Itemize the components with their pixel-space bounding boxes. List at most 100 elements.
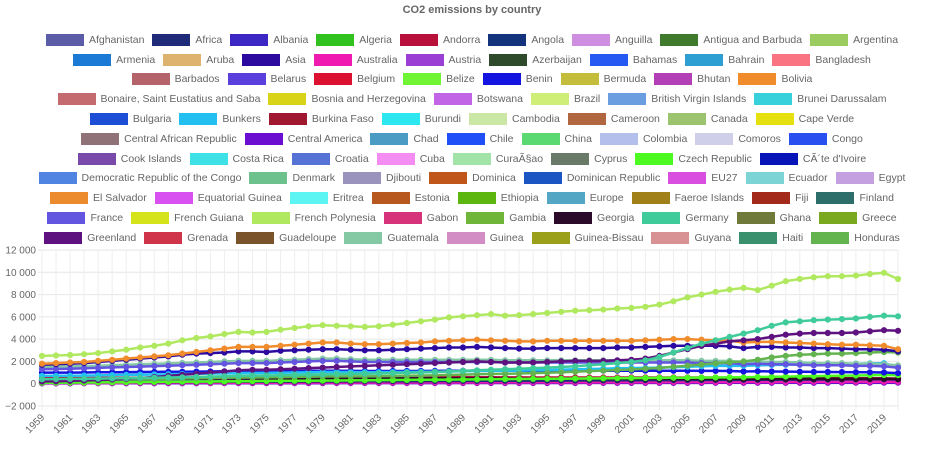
legend-item[interactable]: EU27 <box>668 172 738 185</box>
legend-item[interactable]: Bunkers <box>179 113 261 126</box>
legend-item[interactable]: Bosnia and Herzegovina <box>268 93 426 106</box>
legend-item[interactable]: Eritrea <box>289 192 364 205</box>
legend-item[interactable]: Guatemala <box>344 231 439 244</box>
legend-item[interactable]: Germany <box>642 212 729 225</box>
legend-item[interactable]: Benin <box>482 73 553 86</box>
legend-item[interactable]: Canada <box>667 113 748 126</box>
legend-item[interactable]: Greenland <box>44 231 136 244</box>
legend-item[interactable]: Angola <box>488 33 564 46</box>
legend-item[interactable]: Chad <box>370 132 439 145</box>
legend-item[interactable]: Fiji <box>752 192 808 205</box>
data-point <box>52 360 60 367</box>
legend-item[interactable]: British Virgin Islands <box>608 93 746 106</box>
legend-item[interactable]: Argentina <box>810 33 898 46</box>
legend-item[interactable]: Central America <box>244 132 362 145</box>
legend-item[interactable]: Australia <box>313 53 398 66</box>
legend-item[interactable]: Guyana <box>651 231 731 244</box>
legend-item[interactable]: Belize <box>403 73 475 86</box>
legend-item[interactable]: Belgium <box>314 73 395 86</box>
legend-item[interactable]: Aruba <box>163 53 234 66</box>
legend-item[interactable]: Cape Verde <box>755 113 854 126</box>
legend-item[interactable]: Ecuador <box>745 172 828 185</box>
legend-item[interactable]: Congo <box>788 132 863 145</box>
legend-item[interactable]: El Salvador <box>50 192 147 205</box>
legend-item[interactable]: French Polynesia <box>251 212 376 225</box>
legend-item[interactable]: Georgia <box>554 212 634 225</box>
legend-item[interactable]: Cuba <box>376 152 445 165</box>
legend-item[interactable]: Bangladesh <box>772 53 871 66</box>
legend-item[interactable]: Guinea <box>446 231 524 244</box>
x-tick-label: 1971 <box>192 412 216 436</box>
legend-item[interactable]: Bulgaria <box>89 113 171 126</box>
legend-item[interactable]: Afghanistan <box>45 33 144 46</box>
legend-item[interactable]: Greece <box>819 212 897 225</box>
legend-item[interactable]: Bhutan <box>654 73 730 86</box>
legend-label: Cyprus <box>594 152 628 165</box>
legend-item[interactable]: Croatia <box>291 152 369 165</box>
data-point <box>361 362 368 370</box>
legend-item[interactable]: Brunei Darussalam <box>754 93 887 106</box>
legend-item[interactable]: Anguilla <box>572 33 652 46</box>
legend-item[interactable]: Comoros <box>695 132 781 145</box>
legend-item[interactable]: Antigua and Barbuda <box>660 33 802 46</box>
legend-item[interactable]: Gabon <box>383 212 458 225</box>
legend-item[interactable]: Czech Republic <box>635 152 752 165</box>
legend-item[interactable]: Costa Rica <box>189 152 284 165</box>
legend-item[interactable]: Guadeloupe <box>236 231 336 244</box>
legend-item[interactable]: Bonaire, Saint Eustatius and Saba <box>57 93 260 106</box>
data-point <box>894 275 902 283</box>
legend-item[interactable]: Brazil <box>531 93 600 106</box>
data-point <box>656 336 663 343</box>
legend-item[interactable]: Azerbaijan <box>489 53 582 66</box>
legend-item[interactable]: Ghana <box>736 212 811 225</box>
legend-item[interactable]: Faeroe Islands <box>631 192 744 205</box>
legend-item[interactable]: Chile <box>446 132 514 145</box>
legend-item[interactable]: Africa <box>152 33 222 46</box>
data-point <box>754 327 761 334</box>
legend-item[interactable]: Albania <box>230 33 308 46</box>
legend-item[interactable]: China <box>521 132 592 145</box>
legend-item[interactable]: Cambodia <box>468 113 560 126</box>
legend-item[interactable]: Colombia <box>599 132 687 145</box>
legend-item[interactable]: Cyprus <box>551 152 628 165</box>
legend-item[interactable]: Burkina Faso <box>268 113 374 126</box>
legend-item[interactable]: Burundi <box>381 113 461 126</box>
legend-item[interactable]: Bahrain <box>685 53 764 66</box>
legend-item[interactable]: CÃ´te d'Ivoire <box>759 152 866 165</box>
legend-item[interactable]: Dominica <box>429 172 516 185</box>
legend-item[interactable]: Bolivia <box>738 73 812 86</box>
legend-item[interactable]: Gambia <box>466 212 546 225</box>
legend-item[interactable]: Estonia <box>371 192 450 205</box>
legend-item[interactable]: Ethiopia <box>457 192 539 205</box>
legend-item[interactable]: Dominican Republic <box>523 172 660 185</box>
legend-item[interactable]: Belarus <box>227 73 306 86</box>
legend-item[interactable]: Democratic Republic of the Congo <box>38 172 241 185</box>
legend-item[interactable]: Guinea-Bissau <box>531 231 643 244</box>
legend-item[interactable]: Honduras <box>811 231 900 244</box>
legend-swatch <box>344 231 383 244</box>
legend-item[interactable]: Cameroon <box>567 113 660 126</box>
legend-item[interactable]: Algeria <box>316 33 392 46</box>
legend-item[interactable]: Bahamas <box>589 53 677 66</box>
legend-item[interactable]: Egypt <box>835 172 905 185</box>
legend-item[interactable]: Denmark <box>249 172 335 185</box>
legend-item[interactable]: CuraÃ§ao <box>452 152 543 165</box>
legend-item[interactable]: Europe <box>546 192 624 205</box>
legend-item[interactable]: Barbados <box>131 73 220 86</box>
legend-item[interactable]: Djibouti <box>343 172 421 185</box>
legend-item[interactable]: Armenia <box>73 53 155 66</box>
data-point <box>768 373 775 380</box>
legend-item[interactable]: Austria <box>405 53 481 66</box>
legend-item[interactable]: Asia <box>242 53 306 66</box>
legend-item[interactable]: Cook Islands <box>77 152 182 165</box>
legend-item[interactable]: Grenada <box>144 231 228 244</box>
legend-item[interactable]: Equatorial Guinea <box>154 192 282 205</box>
legend-item[interactable]: Finland <box>816 192 894 205</box>
legend-item[interactable]: Andorra <box>399 33 480 46</box>
legend-item[interactable]: Bermuda <box>560 73 646 86</box>
legend-item[interactable]: France <box>47 212 123 225</box>
legend-item[interactable]: Botswana <box>433 93 523 106</box>
legend-item[interactable]: Haiti <box>739 231 803 244</box>
legend-item[interactable]: French Guiana <box>131 212 244 225</box>
legend-item[interactable]: Central African Republic <box>81 132 237 145</box>
